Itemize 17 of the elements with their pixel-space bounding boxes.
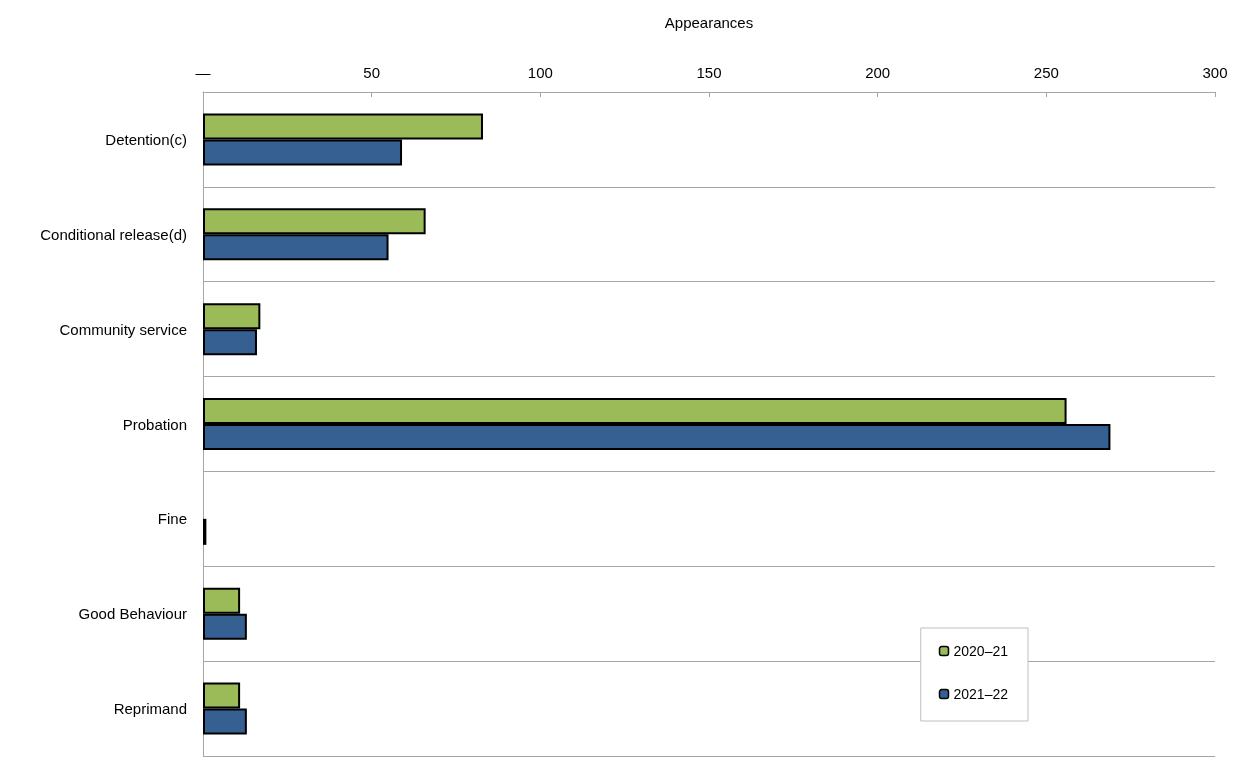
y-tick-label: Reprimand: [113, 700, 187, 718]
y-tick-label: Good Behaviour: [78, 605, 187, 623]
x-tick-label: —: [195, 64, 211, 81]
y-tick-label: Conditional release(d): [40, 225, 187, 243]
x-tick-label: 150: [696, 64, 722, 81]
x-tick-label: 300: [1202, 64, 1228, 81]
x-axis-title: Appearances: [664, 14, 754, 31]
y-tick-label: Probation: [122, 415, 187, 433]
x-tick-label: 200: [865, 64, 891, 81]
y-tick-label: Detention(c): [105, 130, 187, 148]
y-tick-label: Fine: [157, 510, 187, 528]
x-tick-label: 250: [1033, 64, 1059, 81]
x-tick-label: 50: [363, 64, 381, 81]
legend-label: 2020–21: [953, 643, 1009, 659]
y-tick-label: Community service: [59, 320, 187, 338]
x-tick-label: 100: [527, 64, 553, 81]
legend-label: 2021–22: [953, 686, 1009, 702]
